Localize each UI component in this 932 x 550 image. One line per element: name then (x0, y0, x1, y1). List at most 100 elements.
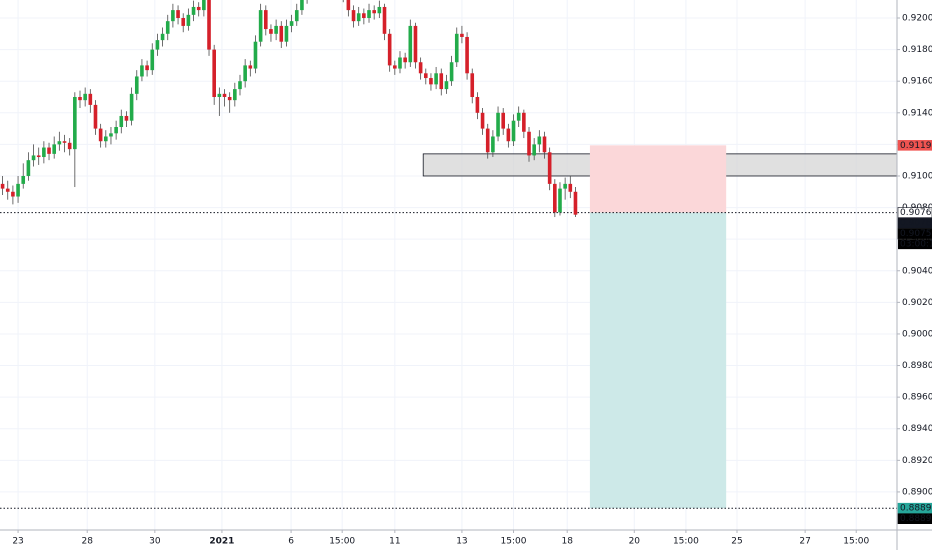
candle-body (253, 41, 258, 69)
candle-body (31, 155, 36, 161)
candle-body (413, 25, 418, 63)
candle-body (300, 0, 304, 11)
candle-body (181, 18, 186, 26)
candle-body (5, 188, 10, 192)
plot-area (0, 0, 897, 509)
candle-body (160, 33, 165, 41)
candle-body (408, 25, 413, 63)
candle-body (573, 191, 578, 215)
price-label-box (897, 228, 932, 239)
candle-body (109, 133, 113, 137)
price-label-box (897, 502, 932, 514)
candle-body (393, 65, 397, 69)
candle-body (398, 57, 402, 69)
candle-body (191, 6, 196, 15)
candle-body (202, 0, 206, 11)
candle-body (377, 6, 382, 14)
candle-body (527, 131, 531, 156)
x-tick-label: 2021 (209, 537, 234, 547)
candle-body (165, 21, 170, 34)
candle-body (387, 33, 392, 66)
candle-body (294, 10, 299, 22)
candle-body (248, 65, 253, 69)
candle-body (57, 141, 62, 145)
candle-body (186, 14, 191, 26)
candle-body (418, 62, 423, 74)
candle-body (16, 183, 20, 197)
candle-body (454, 33, 459, 63)
candle-body (516, 112, 521, 121)
candle-body (26, 160, 31, 176)
candle-body (496, 112, 500, 137)
candle-body (124, 115, 129, 121)
candle-body (42, 147, 46, 158)
candle-body (532, 144, 536, 156)
candle-body (67, 142, 72, 150)
x-tick-label: 27 (799, 537, 810, 547)
y-tick-label: 0.89000 (902, 487, 932, 497)
candle-body (129, 93, 134, 121)
price-label-box (897, 140, 932, 151)
candle-body (88, 93, 93, 105)
candle-body (103, 136, 108, 142)
candle-body (356, 13, 361, 22)
candle-body (403, 57, 407, 63)
candle-body (119, 115, 124, 128)
candle-body (501, 112, 506, 129)
candle-body (423, 73, 428, 79)
candle-body (558, 188, 562, 213)
candle-body (475, 96, 480, 113)
stop-zone (589, 145, 727, 213)
candle-body (145, 65, 149, 71)
candle-body (506, 128, 511, 142)
candle-body (134, 76, 139, 94)
candle-body (171, 10, 175, 22)
candle-body (351, 10, 356, 22)
candle-body (227, 96, 232, 101)
x-tick-label: 18 (561, 537, 573, 547)
candle-body (274, 25, 278, 34)
candle-body (11, 191, 15, 197)
candle-body (346, 0, 351, 11)
price-label-box (897, 217, 932, 229)
price-label-box (897, 513, 932, 524)
candle-body (511, 120, 516, 142)
price-label: 0.88897 (900, 504, 932, 514)
candle-body (434, 73, 438, 85)
candle-body (465, 36, 469, 74)
x-tick-label: 15:00 (673, 537, 699, 547)
candle-body (150, 49, 155, 71)
price-label: 0.90755 (900, 229, 932, 239)
candle-body (429, 78, 433, 85)
candle-body (258, 10, 263, 42)
countdown: 03:00:17 (900, 240, 932, 250)
candle-body (284, 25, 289, 42)
candle-body (382, 6, 387, 34)
price-label: 0.90768 (900, 208, 932, 218)
price-label: 0.90768 (900, 219, 932, 229)
candle-body (233, 89, 237, 101)
axes: 0.920000.918000.916000.914000.912000.910… (12, 14, 932, 547)
candle-body (553, 183, 557, 213)
candle-body (542, 136, 547, 153)
x-tick-label: 15:00 (843, 537, 869, 547)
candle-body (83, 93, 87, 101)
x-tick-label: 25 (731, 537, 742, 547)
candle-body (269, 29, 273, 34)
candle-body (114, 127, 118, 134)
target-zone (589, 212, 727, 509)
candle-body (21, 175, 26, 184)
candle-body (537, 136, 542, 145)
x-tick-label: 28 (81, 537, 93, 547)
candle-body (207, 0, 211, 50)
